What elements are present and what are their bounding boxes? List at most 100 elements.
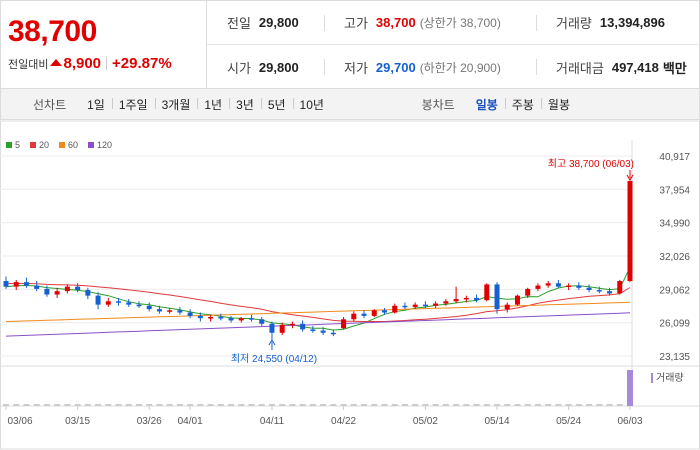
- volume-bar: [187, 404, 194, 406]
- line-chart-group: 선차트 1일 1주일 3개월 1년 3년 5년 10년: [33, 96, 331, 113]
- candle-body: [627, 180, 633, 282]
- volume-bar: [95, 404, 102, 406]
- y-tick-label: 23,135: [659, 352, 690, 363]
- line-chart-label[interactable]: 선차트: [33, 97, 67, 112]
- candle-chart-group: 봉차트 일봉 주봉 월봉: [422, 96, 577, 113]
- range-1d[interactable]: 1일: [87, 97, 105, 112]
- candle-body: [443, 301, 449, 304]
- volume-bar: [555, 404, 562, 406]
- volume-bar: [125, 404, 132, 406]
- volume-bar: [3, 404, 9, 406]
- candle-body: [208, 317, 214, 319]
- volume-bar: [565, 404, 572, 406]
- ma5-line: [5, 267, 631, 331]
- candle-body: [525, 288, 531, 296]
- candle-body: [197, 315, 203, 319]
- volume-label: 거래량: [656, 372, 684, 384]
- open-value: 29,800: [258, 59, 299, 75]
- candle-body: [300, 323, 306, 330]
- change-percent: +29.87%: [112, 55, 172, 72]
- volume-bar: [74, 404, 81, 406]
- chart-legend: 5 20 60 120: [6, 140, 122, 150]
- y-tick-label: 40,917: [659, 152, 690, 163]
- candle-body: [545, 283, 551, 286]
- candle-body: [279, 324, 285, 333]
- high-label: 고가: [344, 16, 368, 31]
- prev-close-label: 전일: [227, 16, 251, 31]
- legend-ma120: 120: [88, 140, 112, 150]
- low-arrow-head: [268, 339, 276, 346]
- range-1w[interactable]: 1주일: [111, 96, 155, 113]
- x-tick-label: 05/02: [413, 416, 438, 427]
- x-tick-label: 03/26: [137, 416, 162, 427]
- x-tick-label: 03/15: [65, 416, 90, 427]
- volume-bar: [627, 370, 633, 406]
- volume-bar: [412, 404, 419, 406]
- range-5y[interactable]: 5년: [260, 96, 293, 113]
- y-tick-label: 34,990: [659, 219, 690, 230]
- legend-ma5: 5: [6, 140, 20, 150]
- volume-bar: [258, 404, 265, 406]
- volume-bar: [299, 404, 306, 406]
- candle-body: [463, 297, 469, 300]
- candle-body: [371, 310, 377, 316]
- candle-body: [177, 310, 183, 313]
- candle-body: [167, 310, 173, 312]
- change-label: 전일대비: [8, 58, 49, 71]
- candle-daily[interactable]: 일봉: [475, 97, 498, 112]
- trade-value: 497,418: [611, 59, 659, 75]
- volume-bar: [146, 404, 153, 406]
- range-10y[interactable]: 10년: [292, 96, 331, 113]
- candle-weekly[interactable]: 주봉: [504, 96, 541, 113]
- trade-value-cell: 거래대금 497,418 백만: [536, 45, 699, 89]
- candle-body: [310, 329, 316, 331]
- candle-body: [381, 310, 387, 313]
- range-3m[interactable]: 3개월: [154, 96, 198, 113]
- y-tick-label: 26,099: [659, 319, 690, 330]
- volume-bar: [309, 404, 316, 406]
- volume-bar: [135, 404, 142, 406]
- candle-body: [361, 313, 367, 316]
- prev-close-value: 29,800: [258, 15, 299, 30]
- range-1y[interactable]: 1년: [197, 96, 229, 113]
- volume-bar: [524, 404, 531, 406]
- candle-body: [351, 313, 357, 320]
- candle-body: [187, 312, 193, 316]
- low-cell: 저가 29,700 (하한가 20,900): [324, 45, 536, 89]
- candle-body: [596, 290, 602, 292]
- upper-limit: (상한가 38,700): [419, 16, 501, 30]
- candle-body: [85, 290, 91, 296]
- legend-ma60: 60: [59, 140, 78, 150]
- candlestick-chart[interactable]: 40,917 37,954 34,990 32,026 29,062 26,099 23,1…: [0, 120, 700, 450]
- volume-bar: [268, 404, 275, 406]
- volume-bar: [616, 404, 623, 406]
- candle-body: [330, 332, 336, 335]
- candle-body: [126, 302, 132, 305]
- range-3y[interactable]: 3년: [229, 96, 261, 113]
- candle-body: [555, 283, 561, 287]
- candle-body: [617, 281, 623, 294]
- candle-chart-label[interactable]: 봉차트: [421, 97, 455, 112]
- volume-label: 거래량: [556, 16, 592, 31]
- candle-body: [586, 287, 592, 291]
- candle-body: [412, 304, 418, 307]
- candle-body: [249, 318, 255, 320]
- volume-bar: [586, 404, 593, 406]
- candle-body: [75, 286, 81, 291]
- volume-bar: [105, 404, 112, 406]
- volume-bar: [453, 404, 460, 406]
- volume-bar: [156, 404, 163, 406]
- candle-body: [535, 285, 541, 289]
- volume-bar: [432, 404, 439, 406]
- x-tick-label: 03/06: [7, 416, 32, 427]
- candle-monthly[interactable]: 월봉: [540, 96, 577, 113]
- change-row: 전일대비 8,900 +29.87%: [8, 55, 172, 72]
- divider: [106, 57, 108, 70]
- x-tick-label: 05/14: [485, 416, 510, 427]
- volume-bar: [361, 404, 368, 406]
- low-value: 29,700: [375, 59, 416, 75]
- candle-body: [504, 304, 510, 310]
- candle-body: [95, 295, 101, 305]
- x-tick-label: 06/03: [617, 416, 642, 427]
- candle-body: [392, 305, 398, 313]
